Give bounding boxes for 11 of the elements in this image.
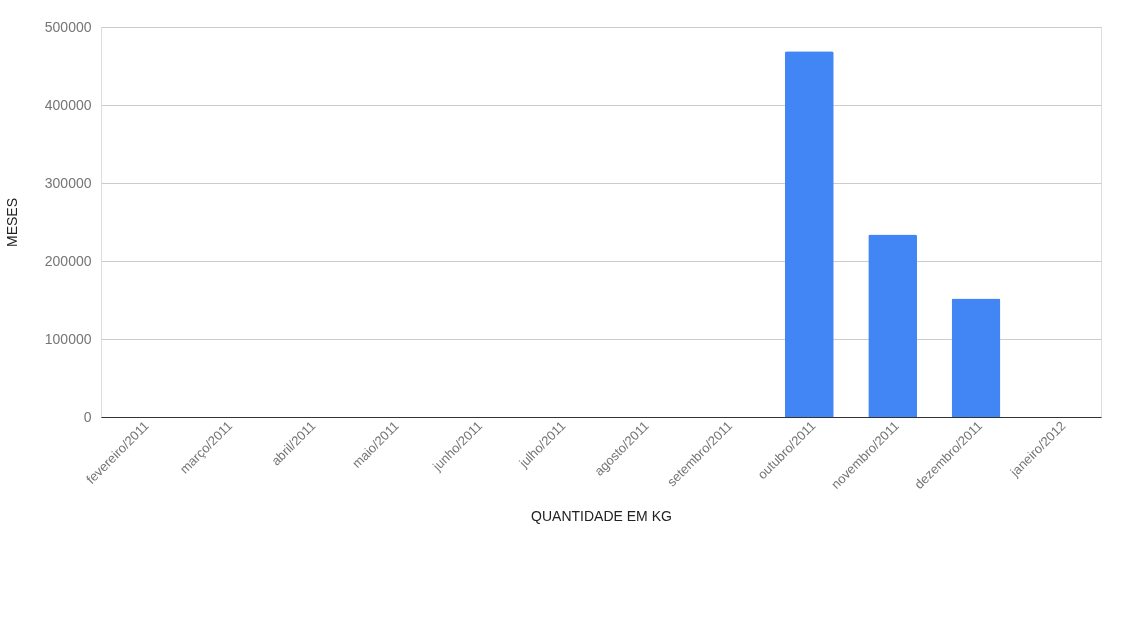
y-tick-label: 0 — [83, 408, 92, 425]
bar — [868, 234, 918, 417]
y-tick-label: 100000 — [44, 330, 92, 347]
y-tick-label: 200000 — [44, 252, 92, 269]
y-tick-label: 300000 — [44, 174, 92, 191]
x-axis-title: QUANTIDADE EM KG — [531, 507, 672, 524]
bar — [784, 51, 834, 417]
y-tick-label: 400000 — [44, 96, 92, 113]
y-tick-label: 500000 — [44, 18, 92, 35]
bar — [951, 298, 1001, 417]
y-axis-title: MESES — [3, 197, 20, 248]
